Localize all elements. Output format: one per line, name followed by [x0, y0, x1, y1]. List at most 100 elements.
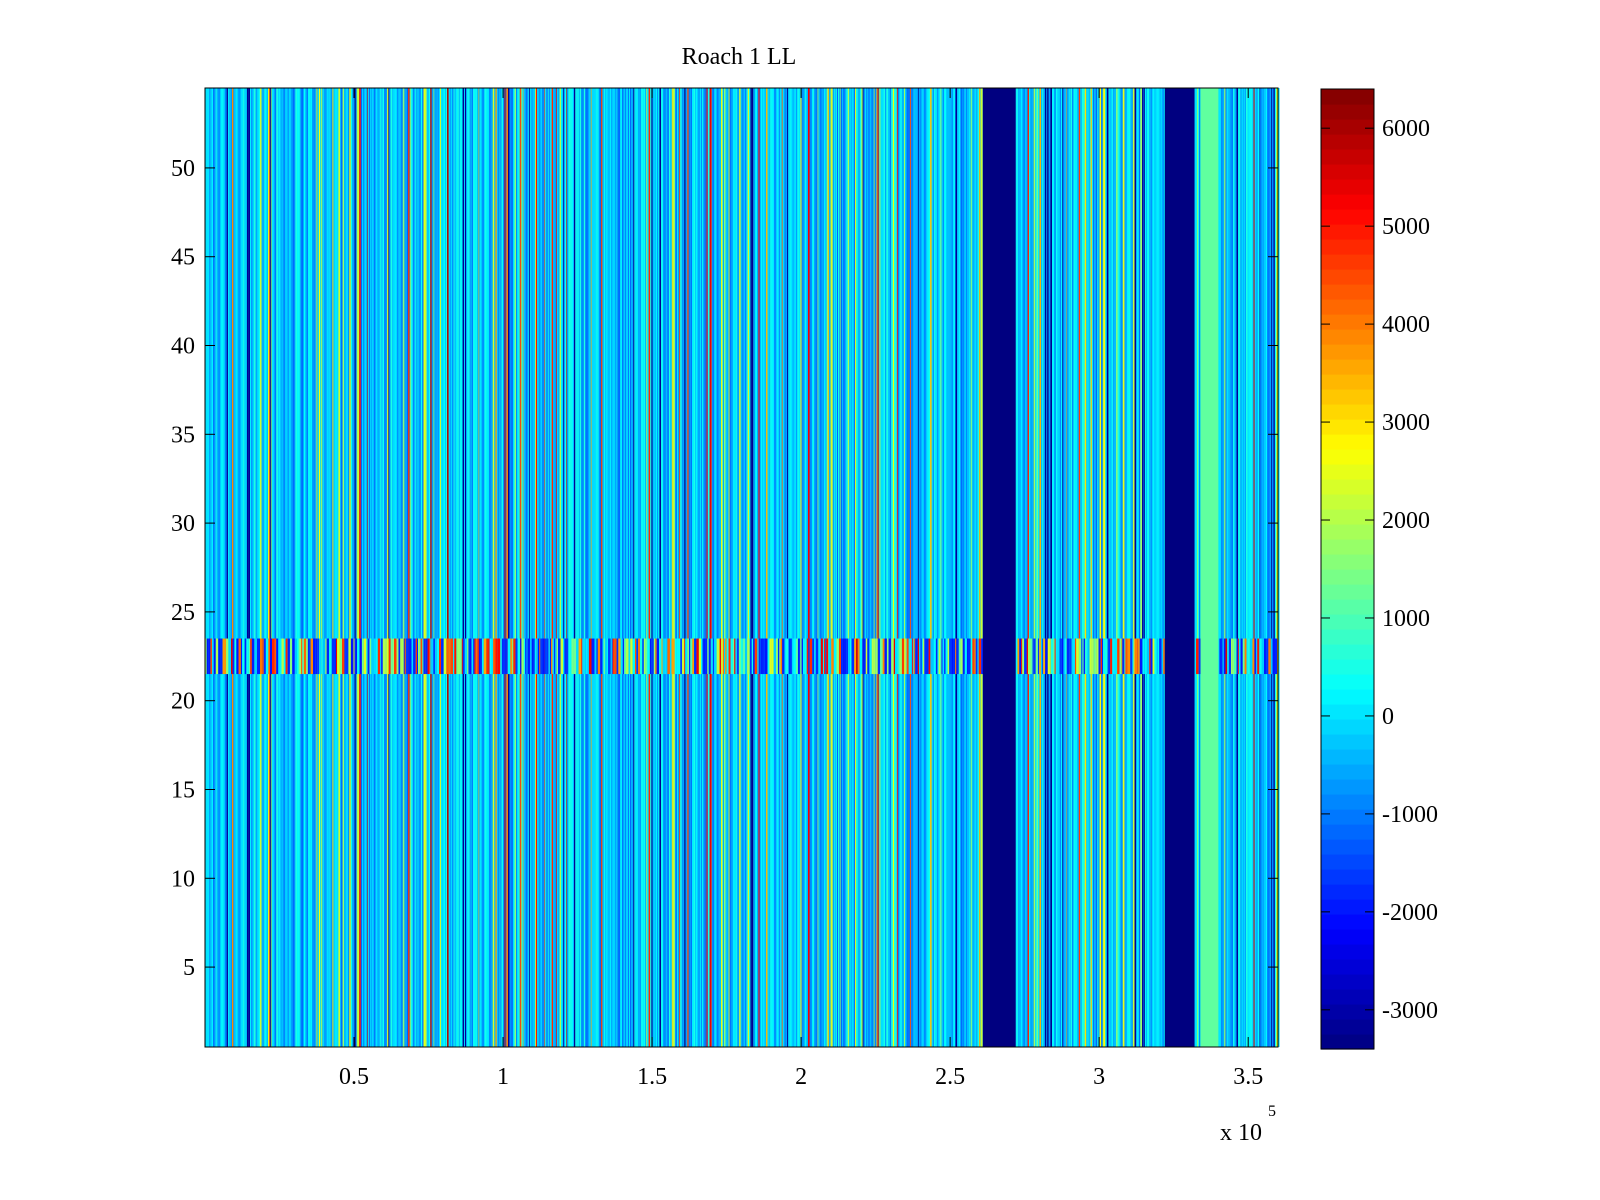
- heatmap-stripe: [462, 88, 465, 1047]
- heatmap-band-cell: [464, 638, 468, 675]
- heatmap-stripe: [543, 88, 545, 1047]
- colorbar-segment: [1321, 344, 1374, 360]
- heatmap-stripe: [883, 88, 886, 1047]
- heatmap-stripe: [718, 88, 720, 1047]
- heatmap-stripe: [1234, 88, 1236, 1047]
- heatmap-stripe: [1116, 88, 1118, 1047]
- heatmap-stripe: [517, 88, 519, 1047]
- heatmap-stripe: [1238, 88, 1240, 1047]
- heatmap-stripe: [775, 88, 777, 1047]
- heatmap-stripe: [1044, 88, 1047, 1047]
- colorbar-segment: [1321, 389, 1374, 405]
- heatmap-stripe: [894, 88, 896, 1047]
- heatmap-band-cell: [521, 638, 524, 675]
- heatmap-stripe: [560, 88, 561, 1047]
- heatmap-stripe: [687, 88, 689, 1047]
- heatmap-column-band: [1200, 88, 1219, 1047]
- heatmap-stripe: [250, 88, 251, 1047]
- heatmap-stripe: [395, 88, 397, 1047]
- heatmap-band-cell: [1133, 638, 1135, 675]
- colorbar-tick-label: 2000: [1382, 508, 1430, 534]
- heatmap-stripe: [1261, 88, 1263, 1047]
- heatmap-stripe: [899, 88, 901, 1047]
- heatmap-stripe: [737, 88, 739, 1047]
- heatmap-stripe: [426, 88, 428, 1047]
- heatmap-stripe: [792, 88, 794, 1047]
- heatmap-stripe: [647, 88, 649, 1047]
- heatmap-stripe: [220, 88, 223, 1047]
- heatmap-band-cell: [376, 638, 378, 675]
- heatmap-stripe: [1048, 88, 1051, 1047]
- y-tick-label: 30: [171, 511, 195, 537]
- heatmap-band-cell: [831, 638, 834, 675]
- heatmap-stripe: [810, 88, 813, 1047]
- heatmap-stripe: [1035, 88, 1037, 1047]
- heatmap-stripe: [1269, 88, 1271, 1047]
- heatmap-stripe: [1115, 88, 1117, 1047]
- heatmap-stripe: [738, 88, 740, 1047]
- heatmap-stripe: [679, 88, 681, 1047]
- heatmap-band-cell: [571, 638, 574, 675]
- heatmap-stripe: [761, 88, 763, 1047]
- heatmap-band-cell: [913, 638, 915, 675]
- heatmap-band-cell: [380, 638, 382, 675]
- heatmap-band-cell: [906, 638, 909, 675]
- heatmap-stripe: [229, 88, 231, 1047]
- heatmap-band-cell: [689, 638, 691, 675]
- heatmap-stripe: [618, 88, 621, 1047]
- heatmap-stripe: [844, 88, 847, 1047]
- colorbar-segment: [1321, 899, 1374, 915]
- heatmap-band-cell: [640, 638, 643, 675]
- heatmap-stripe: [364, 88, 366, 1047]
- heatmap-stripe: [520, 88, 522, 1047]
- heatmap-stripe: [1162, 88, 1164, 1047]
- heatmap-stripe: [1119, 88, 1120, 1047]
- heatmap-band-cell: [854, 638, 857, 675]
- heatmap-stripe: [1059, 88, 1061, 1047]
- heatmap-band-cell: [269, 638, 272, 675]
- heatmap-stripe: [392, 88, 394, 1047]
- heatmap-band-cell: [224, 638, 227, 675]
- heatmap-stripe: [265, 88, 267, 1047]
- heatmap-band-cell: [764, 638, 768, 675]
- heatmap-band-cell: [844, 638, 847, 675]
- heatmap-band-cell: [1238, 638, 1241, 675]
- heatmap-band-cell: [684, 638, 686, 675]
- heatmap-band-cell: [299, 638, 302, 675]
- heatmap-band-cell: [515, 638, 518, 675]
- heatmap-stripe: [1256, 88, 1258, 1047]
- heatmap-band-cell: [848, 638, 851, 675]
- heatmap-stripe: [646, 88, 648, 1047]
- heatmap-stripe: [216, 88, 219, 1047]
- heatmap-band-cell: [359, 638, 362, 675]
- heatmap-stripe: [372, 88, 375, 1047]
- heatmap-band-cell: [754, 638, 758, 675]
- heatmap-band-cell: [530, 638, 532, 675]
- heatmap-stripe: [974, 88, 977, 1047]
- heatmap-stripe: [349, 88, 351, 1047]
- heatmap-stripe: [967, 88, 970, 1047]
- heatmap-stripe: [830, 88, 832, 1047]
- heatmap-stripe: [750, 88, 752, 1047]
- heatmap-stripe: [439, 88, 441, 1047]
- heatmap-band-cell: [1198, 638, 1202, 675]
- heatmap-stripe: [570, 88, 572, 1047]
- heatmap-band-cell: [823, 638, 826, 675]
- heatmap-band-cell: [1130, 638, 1133, 675]
- colorbar-segment: [1321, 644, 1374, 660]
- heatmap-stripe: [250, 88, 252, 1047]
- heatmap-stripe: [1087, 88, 1089, 1047]
- heatmap-stripe: [563, 88, 565, 1047]
- heatmap-stripe: [574, 88, 576, 1047]
- heatmap-band-cell: [382, 638, 386, 675]
- heatmap-band-cell: [505, 638, 507, 675]
- heatmap-stripe: [230, 88, 232, 1047]
- colorbar-segment: [1321, 494, 1374, 510]
- heatmap-stripe: [1197, 88, 1200, 1047]
- heatmap-stripe: [525, 88, 528, 1047]
- heatmap-band-cell: [1236, 638, 1238, 675]
- heatmap-band-cell: [418, 638, 421, 675]
- heatmap-band-cell: [647, 638, 650, 675]
- heatmap-band-cell: [1119, 638, 1122, 675]
- heatmap-stripe: [838, 88, 840, 1047]
